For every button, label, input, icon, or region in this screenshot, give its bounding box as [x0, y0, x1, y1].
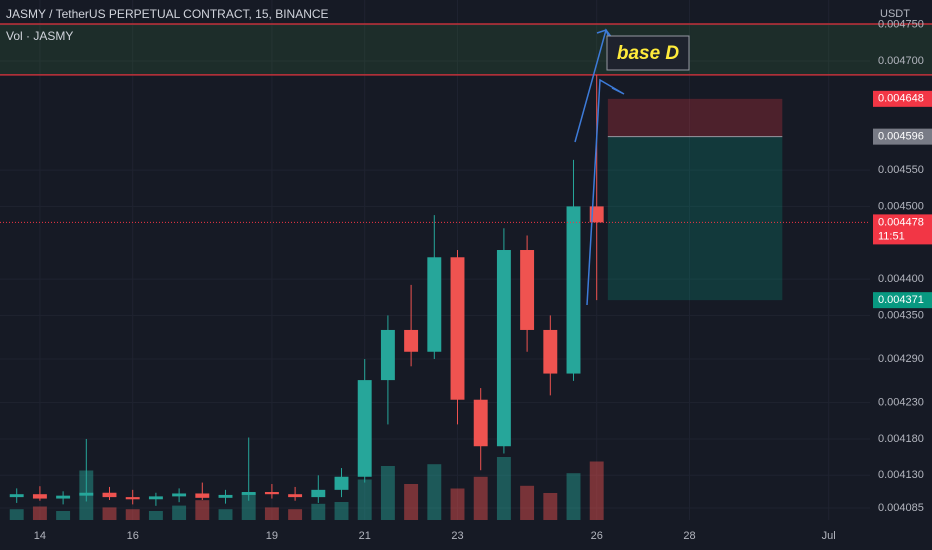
volume-bar	[172, 505, 187, 520]
volume-bar	[125, 509, 140, 520]
y-tick-label: 0.004085	[878, 502, 924, 514]
candle-body	[102, 492, 117, 498]
candle-body	[427, 257, 442, 352]
volume-bar	[543, 493, 558, 520]
candle-body	[450, 257, 465, 400]
candle-body	[589, 206, 604, 223]
annotation-box	[606, 35, 690, 71]
y-tick-label: 0.004400	[878, 273, 924, 285]
volume-bar	[450, 488, 465, 520]
candle-body	[520, 250, 535, 330]
volume-bar	[195, 500, 210, 520]
x-tick-label: 16	[127, 530, 139, 542]
volume-bar	[496, 457, 511, 520]
candle-body	[473, 399, 488, 447]
candle-body	[566, 206, 581, 374]
volume-bar	[241, 493, 256, 520]
candle-body	[241, 492, 256, 495]
price-tag-label: 0.004371	[878, 294, 924, 306]
volume-bar	[566, 473, 581, 520]
candle-body	[195, 493, 210, 498]
candle-body	[496, 250, 511, 447]
candle-body	[543, 329, 558, 374]
y-tick-label: 0.004700	[878, 55, 924, 67]
volume-bar	[404, 484, 419, 520]
candle-body	[32, 494, 47, 499]
y-tick-label: 0.004230	[878, 397, 924, 409]
target-zone	[607, 136, 783, 301]
candle-body	[404, 329, 419, 352]
volume-bar	[32, 506, 47, 520]
volume-bar	[427, 464, 442, 520]
chart-title: JASMY / TetherUS PERPETUAL CONTRACT, 15,…	[6, 7, 329, 21]
grid	[0, 0, 932, 520]
x-tick-label: Jul	[822, 530, 836, 542]
price-tag	[873, 90, 932, 107]
volume-bar	[288, 509, 303, 520]
volume-bar	[9, 509, 24, 520]
volume-bar	[520, 485, 535, 520]
candle-body	[125, 497, 140, 500]
price-tag	[873, 128, 932, 145]
currency: USDT	[880, 8, 910, 20]
price-tag-label: 0.004596	[878, 131, 924, 143]
price-tag	[873, 214, 932, 245]
volume-bar	[473, 476, 488, 520]
countdown: 11:51	[878, 230, 905, 242]
volume-bar	[148, 511, 163, 520]
x-tick-label: 23	[451, 530, 463, 542]
candle-body	[172, 493, 187, 497]
y-tick-label: 0.004130	[878, 469, 924, 481]
price-tag-label: 0.004648	[878, 93, 924, 105]
x-tick-label: 26	[591, 530, 603, 542]
volume-bar	[380, 466, 395, 520]
drawn-line	[586, 78, 625, 306]
price-tag-label: 0.004478	[878, 216, 924, 228]
stop-zone	[607, 98, 783, 137]
price-tag	[873, 292, 932, 309]
volume-label: Vol · JASMY	[6, 29, 73, 43]
annotation: base D	[617, 43, 680, 64]
y-tick-label: 0.004180	[878, 433, 924, 445]
x-tick-label: 28	[683, 530, 695, 542]
zone	[0, 23, 932, 75]
marks	[9, 74, 604, 520]
volume-bar	[589, 461, 604, 520]
x-tick-label: 19	[266, 530, 278, 542]
y-tick-label: 0.004750	[878, 19, 924, 31]
volume-bar	[218, 509, 233, 520]
candle-body	[264, 492, 279, 495]
candle-body	[79, 492, 94, 496]
candle-body	[148, 496, 163, 500]
y-tick-label: 0.004500	[878, 200, 924, 212]
x-tick-label: 21	[359, 530, 371, 542]
candle-body	[56, 495, 71, 499]
volume-bar	[334, 502, 349, 520]
candle-body	[357, 380, 372, 477]
volume-bar	[311, 503, 326, 520]
x-tick-label: 14	[34, 530, 46, 542]
candle-body	[218, 494, 233, 498]
volume-bar	[357, 479, 372, 520]
y-tick-label: 0.004290	[878, 353, 924, 365]
volume-bar	[264, 507, 279, 520]
volume-bar	[56, 511, 71, 520]
candle-body	[288, 494, 303, 498]
y-tick-label: 0.004550	[878, 164, 924, 176]
candle-body	[380, 329, 395, 381]
candle-body	[311, 489, 326, 498]
candle-body	[9, 494, 24, 498]
y-tick-label: 0.004350	[878, 309, 924, 321]
volume-bar	[102, 507, 117, 520]
candle-body	[334, 476, 349, 490]
